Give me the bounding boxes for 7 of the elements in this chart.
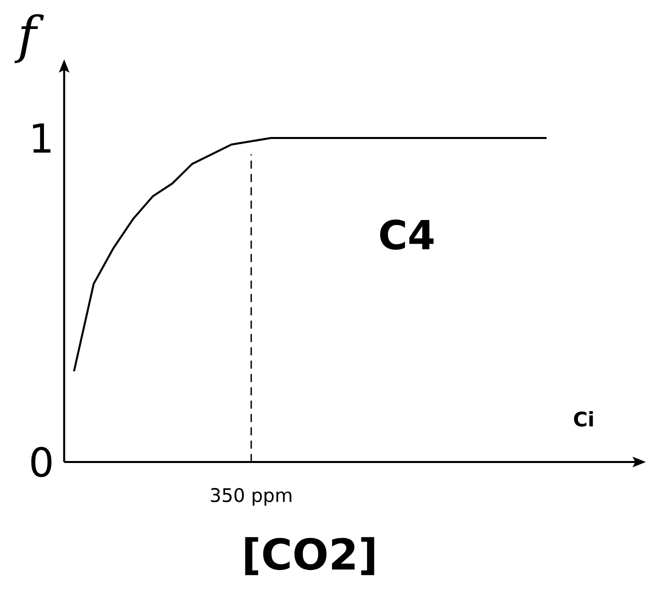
y-axis-title: f [14, 14, 44, 64]
x-tick-label: 350 ppm [210, 488, 292, 506]
x-axis-title: Ci [574, 411, 593, 427]
text: [CO2] [245, 537, 374, 576]
annotation: C4 [380, 220, 434, 250]
y-tick-label: 1 [33, 123, 50, 153]
y-tick-label: 0 [31, 446, 52, 478]
